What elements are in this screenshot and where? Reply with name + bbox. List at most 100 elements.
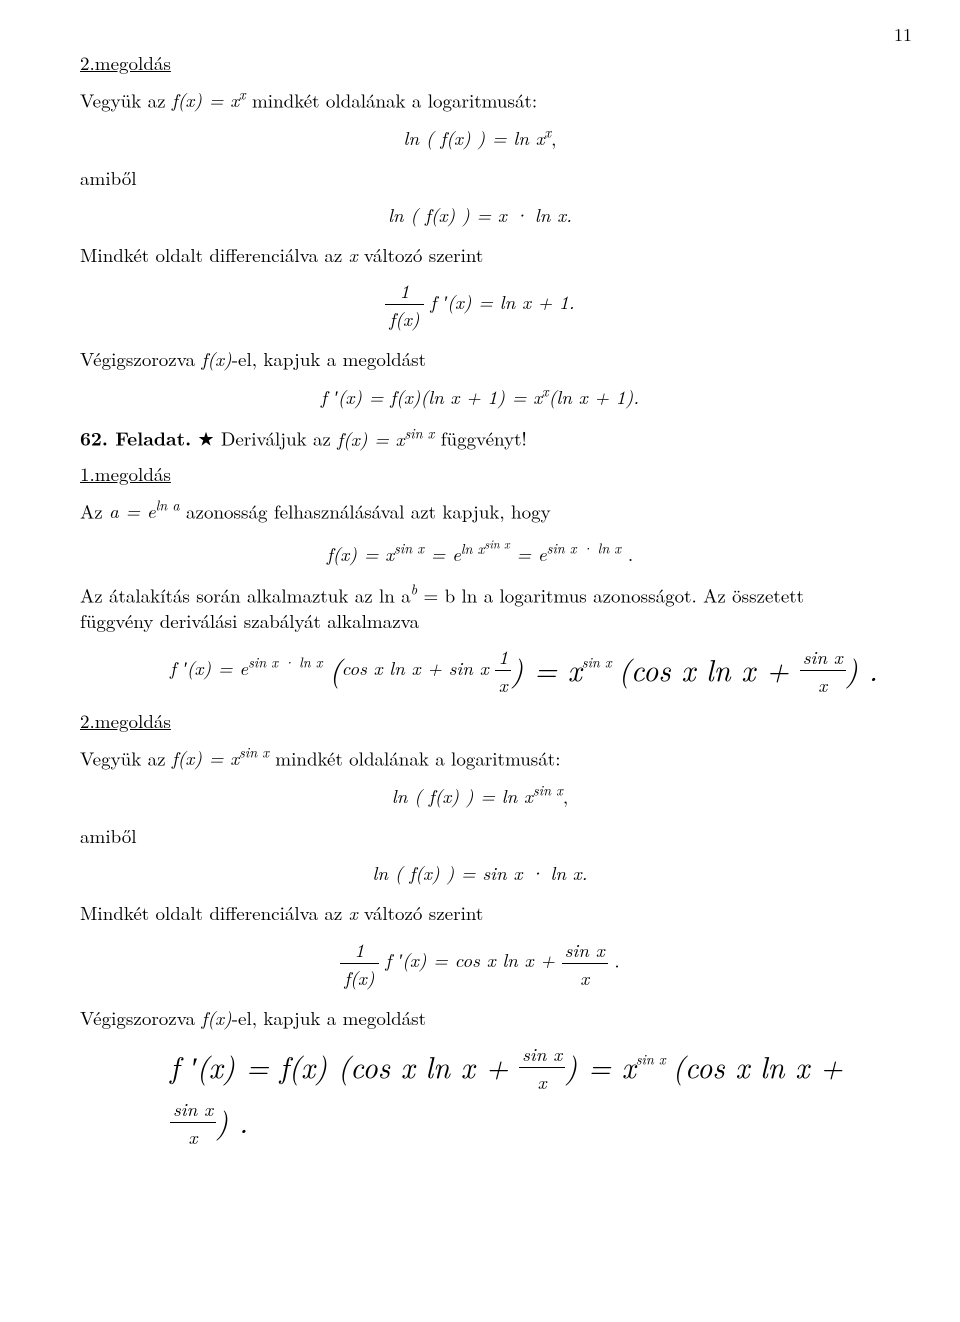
section-heading-2: 1.megoldás bbox=[80, 461, 880, 487]
math: = e bbox=[510, 540, 547, 567]
math-exp: sin x bbox=[533, 781, 563, 801]
math-inline: a = e bbox=[109, 497, 156, 524]
punct: , bbox=[563, 782, 568, 809]
math: f ′(x) = e bbox=[170, 654, 248, 681]
math-inline: f(x) bbox=[202, 1004, 232, 1031]
equation-display-4: f ′(x) = f(x)(ln x + 1) = xx(ln x + 1). bbox=[80, 382, 880, 410]
math: f ′(x) = ln x + 1. bbox=[424, 288, 575, 315]
math-exp: sin x bbox=[239, 743, 269, 763]
math: f ′(x) = f(x) (cos x ln x + bbox=[170, 1044, 519, 1087]
paragraph-diff-2: Mindkét oldalt differenciálva az x válto… bbox=[80, 900, 880, 926]
math-exp: x bbox=[239, 85, 246, 105]
text: -el, kapjuk a megoldást bbox=[232, 1004, 426, 1031]
amibol-2: amiből bbox=[80, 823, 880, 849]
frac-den: x bbox=[519, 1068, 565, 1095]
punct: . bbox=[628, 540, 633, 567]
page: 11 2.megoldás Vegyük az f(x) = xx mindké… bbox=[0, 0, 960, 1322]
feladat-number: 62. Feladat. bbox=[80, 424, 191, 452]
frac-den: f(x) bbox=[385, 305, 423, 332]
math: (cos x ln x + bbox=[672, 1044, 843, 1087]
equation-display-1: ln ( f(x) ) = ln xx, bbox=[80, 123, 880, 151]
math: ln ( f(x) ) = ln x bbox=[392, 782, 533, 809]
math: f ′(x) = f(x)(ln x + 1) = x bbox=[321, 383, 542, 410]
equation-display-6: f ′(x) = esin x · ln x (cos x ln x + sin… bbox=[170, 643, 880, 698]
paragraph-vegszoroz-1: Végigszorozva f(x)-el, kapjuk a megoldás… bbox=[80, 346, 880, 372]
math: ln ( f(x) ) = sin x · ln x. bbox=[373, 859, 588, 886]
math-exp2: sin x bbox=[484, 534, 509, 552]
paren-open: ( bbox=[329, 647, 341, 690]
text: Az átalakítás során alkalmaztuk az ln a bbox=[80, 581, 411, 608]
math-exp: x bbox=[542, 382, 549, 402]
equation-display-5: f(x) = xsin x = eln xsin x = esin x · ln… bbox=[80, 534, 880, 567]
text: Az bbox=[80, 497, 109, 524]
math-exp: sin x · ln x bbox=[547, 539, 621, 559]
math: ) = x bbox=[511, 647, 582, 690]
math-inline: f(x) = x bbox=[172, 86, 239, 113]
math-exp: sin x bbox=[582, 653, 612, 673]
math-exp: sin x bbox=[404, 423, 434, 443]
feladat-62: 62. Feladat. ★ Deriváljuk az f(x) = xsin… bbox=[80, 424, 880, 451]
frac-num: 1 bbox=[495, 643, 511, 671]
frac-den: x bbox=[495, 671, 511, 698]
frac-den: f(x) bbox=[340, 964, 378, 991]
text: Végigszorozva bbox=[80, 345, 202, 372]
math-exp: ln a bbox=[156, 496, 180, 516]
math: f(x) = x bbox=[327, 540, 394, 567]
punct: , bbox=[551, 124, 556, 151]
math-inline: f(x) bbox=[202, 345, 232, 372]
frac-num: 1 bbox=[340, 936, 378, 964]
math-exp: sin x bbox=[394, 539, 424, 559]
math-exp: sin x bbox=[636, 1050, 666, 1070]
paragraph-vegyuk-1: Vegyük az f(x) = xx mindkét oldalának a … bbox=[80, 86, 880, 113]
math: ln ( f(x) ) = ln x bbox=[404, 124, 545, 151]
frac-num: sin x bbox=[170, 1095, 216, 1123]
paragraph-atalakitas: Az átalakítás során alkalmaztuk az ln ab… bbox=[80, 581, 880, 634]
math: ln ( f(x) ) = x · ln x. bbox=[388, 201, 572, 228]
section-heading-1: 2.megoldás bbox=[80, 50, 880, 76]
text: Végigszorozva bbox=[80, 1004, 202, 1031]
equation-display-7: ln ( f(x) ) = ln xsin x, bbox=[80, 781, 880, 809]
text: Mindkét oldalt differenciálva az bbox=[80, 899, 349, 926]
text: -el, kapjuk a megoldást bbox=[232, 345, 426, 372]
paragraph-vegyuk-2: Vegyük az f(x) = xsin x mindkét oldalána… bbox=[80, 744, 880, 771]
text: mindkét oldalának a logaritmusát: bbox=[246, 86, 538, 113]
text: Vegyük az bbox=[80, 86, 172, 113]
text: mindkét oldalának a logaritmusát: bbox=[269, 744, 561, 771]
section-heading-3: 2.megoldás bbox=[80, 708, 880, 734]
frac-num: sin x bbox=[519, 1040, 565, 1068]
math: cos x ln x + sin x bbox=[342, 654, 496, 681]
star-icon: ★ bbox=[197, 425, 214, 452]
math-exp: ln x bbox=[461, 539, 484, 559]
equation-display-2: ln ( f(x) ) = x · ln x. bbox=[80, 201, 880, 228]
math: (cos x ln x + bbox=[618, 647, 799, 690]
equation-display-8: ln ( f(x) ) = sin x · ln x. bbox=[80, 859, 880, 886]
heading-text: 1.megoldás bbox=[80, 460, 171, 487]
equation-display-3: 1 f(x) f ′(x) = ln x + 1. bbox=[80, 277, 880, 332]
math-inline: f(x) = x bbox=[337, 425, 404, 452]
frac-num: 1 bbox=[385, 277, 423, 305]
math-var: x bbox=[349, 899, 358, 926]
paragraph-azonossag: Az a = eln a azonosság felhasználásával … bbox=[80, 497, 880, 524]
math-var: x bbox=[349, 241, 358, 268]
math: ) . bbox=[216, 1099, 248, 1142]
equation-display-10: f ′(x) = f(x) (cos x ln x + sin xx) = xs… bbox=[170, 1040, 880, 1150]
paragraph-vegszoroz-2: Végigszorozva f(x)-el, kapjuk a megoldás… bbox=[80, 1005, 880, 1031]
math: f ′(x) = cos x ln x + bbox=[379, 946, 562, 973]
frac-den: x bbox=[170, 1123, 216, 1150]
math-end: (ln x + 1). bbox=[549, 383, 639, 410]
page-number: 11 bbox=[894, 22, 912, 47]
math: ) = x bbox=[565, 1044, 636, 1087]
math: = e bbox=[424, 540, 461, 567]
math-inline: f(x) = x bbox=[172, 744, 239, 771]
text: azonosság felhasználásával azt kapjuk, h… bbox=[180, 497, 551, 524]
heading-text: 2.megoldás bbox=[80, 707, 171, 734]
frac-den: x bbox=[562, 964, 608, 991]
text: változó szerint bbox=[358, 899, 484, 926]
punct: . bbox=[614, 946, 619, 973]
text: Mindkét oldalt differenciálva az bbox=[80, 241, 349, 268]
math: ) . bbox=[846, 647, 878, 690]
text: Vegyük az bbox=[80, 744, 172, 771]
frac-num: sin x bbox=[800, 643, 846, 671]
equation-display-9: 1 f(x) f ′(x) = cos x ln x + sin xx . bbox=[80, 936, 880, 991]
text: függvényt! bbox=[434, 425, 526, 452]
